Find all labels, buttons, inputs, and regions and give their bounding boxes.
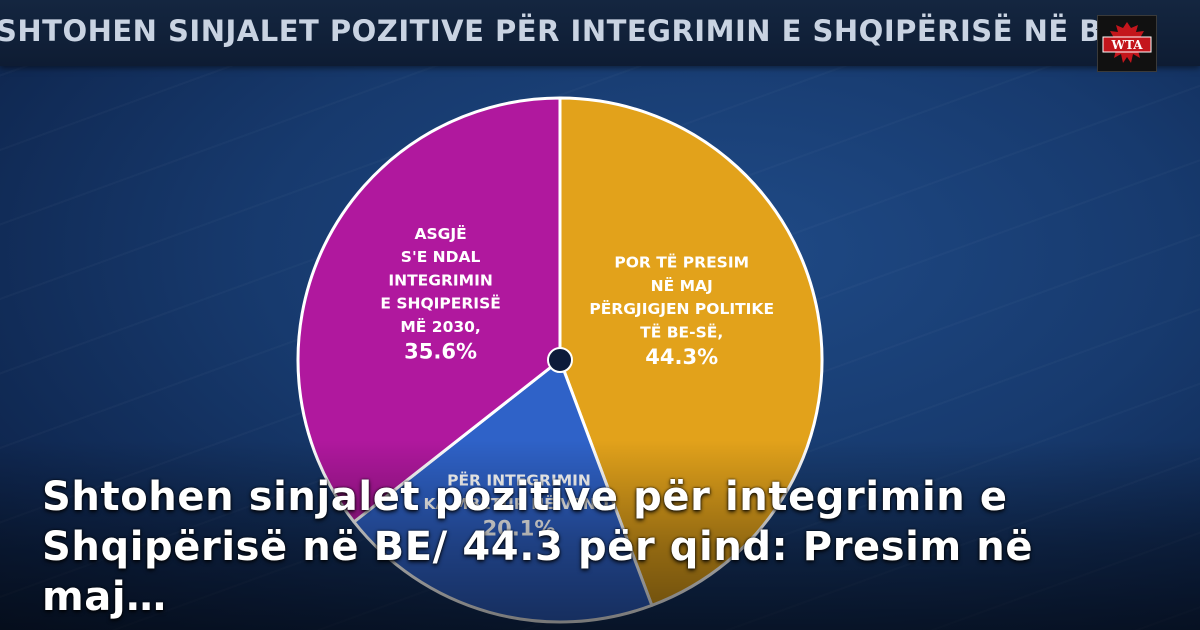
- news-ticker-bar: SHTOHEN SINJALET POZITIVE PËR INTEGRIMIN…: [0, 0, 1200, 66]
- ticker-text: SHTOHEN SINJALET POZITIVE PËR INTEGRIMIN…: [0, 14, 1123, 48]
- slice-label-line: NË MAJ: [651, 276, 713, 295]
- logo-text: WTA: [1110, 38, 1143, 52]
- pie-center-dot: [547, 347, 573, 373]
- pie-slice-3-label: ASGJË S'E NDAL INTEGRIMIN E SHQIPERISË MË 20…: [380, 224, 500, 364]
- slice-label-line: ASGJË: [414, 224, 466, 243]
- pie-slice-1-label: POR TË PRESIM NË MAJ PËRGJIGJEN POLITIKE TË…: [589, 253, 774, 369]
- slice-label-line: MË 2030,: [400, 317, 480, 336]
- slice-label-line: S'E NDAL: [401, 248, 481, 266]
- slice-value-label: 44.3%: [645, 345, 718, 369]
- slice-value-label: 35.6%: [404, 340, 477, 364]
- slice-label-line: TË BE-SË,: [640, 322, 723, 341]
- slice-label-line: INTEGRIMIN: [388, 271, 493, 289]
- headline-shade: [0, 440, 1200, 630]
- slice-label-line: E SHQIPERISË: [380, 294, 500, 313]
- slice-label-line: POR TË PRESIM: [614, 253, 749, 272]
- slice-label-line: PËRGJIGJEN POLITIKE: [589, 299, 774, 318]
- article-headline: Shtohen sinjalet pozitive për integrimin…: [42, 474, 1034, 620]
- wta-logo: WTA: [1097, 15, 1157, 72]
